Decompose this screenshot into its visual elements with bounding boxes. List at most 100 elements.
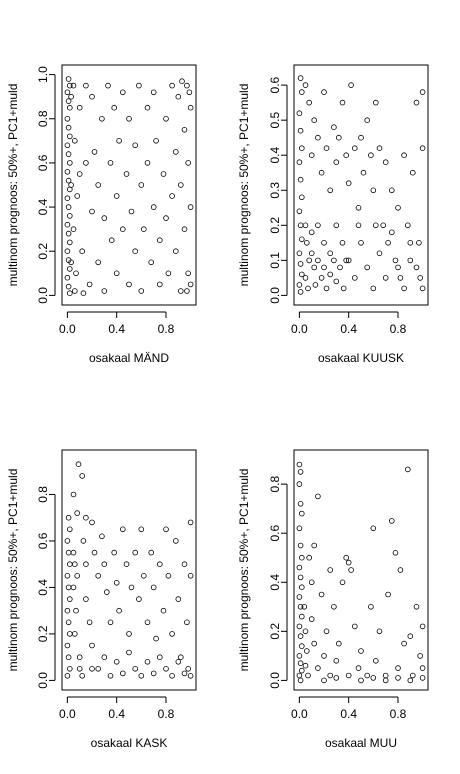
data-point xyxy=(136,82,142,89)
x-tick-label: 0.4 xyxy=(340,707,357,721)
data-point xyxy=(113,193,120,199)
data-point xyxy=(184,82,190,89)
x-tick-label: 0.0 xyxy=(59,707,76,721)
data-point xyxy=(65,619,72,626)
data-point xyxy=(296,461,303,468)
data-point xyxy=(163,215,169,221)
data-point xyxy=(419,623,426,630)
data-point xyxy=(419,675,426,681)
data-point xyxy=(107,672,114,679)
y-tick-label: 0.6 xyxy=(36,154,50,171)
data-point xyxy=(169,82,175,89)
data-point xyxy=(175,596,182,602)
data-point xyxy=(302,628,309,635)
data-point xyxy=(101,654,108,660)
data-point xyxy=(382,672,389,679)
data-point xyxy=(397,275,404,281)
data-point xyxy=(297,633,304,639)
data-point xyxy=(296,481,303,487)
data-point xyxy=(315,257,321,264)
data-point xyxy=(108,237,115,244)
data-point xyxy=(65,654,72,660)
data-point xyxy=(404,466,411,473)
data-point xyxy=(68,259,74,266)
y-axis-title: multinom prognoos: 50%+, PC1+muld xyxy=(6,84,20,287)
data-point xyxy=(351,623,358,630)
data-point xyxy=(397,567,404,573)
data-point xyxy=(79,473,85,479)
data-point xyxy=(123,171,130,177)
data-point xyxy=(113,579,120,586)
data-point xyxy=(67,133,73,140)
data-point xyxy=(67,526,73,533)
data-point xyxy=(302,222,309,229)
data-point xyxy=(68,182,74,188)
data-point xyxy=(95,259,101,266)
data-point xyxy=(123,561,130,567)
data-point xyxy=(355,222,362,229)
data-point xyxy=(120,526,126,533)
data-point xyxy=(64,672,71,679)
data-point xyxy=(67,561,73,567)
data-point xyxy=(311,640,318,647)
data-point xyxy=(116,138,122,144)
data-point xyxy=(157,654,163,660)
y-tick-label: 0.8 xyxy=(36,486,50,503)
data-point xyxy=(101,561,108,567)
data-point xyxy=(308,229,315,236)
data-point xyxy=(72,631,78,637)
y-tick-label: 0.8 xyxy=(268,475,282,492)
data-point xyxy=(126,116,132,122)
data-point xyxy=(65,584,72,591)
data-point xyxy=(111,104,117,111)
data-point xyxy=(321,89,327,95)
y-tick-label: 0.1 xyxy=(268,252,282,269)
data-point xyxy=(76,171,83,177)
data-point xyxy=(321,240,327,246)
y-axis-title: multinom prognoos: 50%+, PC1+muld xyxy=(237,84,251,287)
x-axis-title: osakaal KUUSK xyxy=(318,351,404,365)
data-point xyxy=(89,519,95,526)
data-point xyxy=(187,204,194,210)
data-point xyxy=(80,538,87,544)
data-point xyxy=(382,159,389,166)
data-point xyxy=(89,642,95,649)
x-tick-label: 0.0 xyxy=(291,322,308,336)
data-point xyxy=(297,603,304,610)
data-point xyxy=(107,160,114,166)
data-point xyxy=(72,561,78,567)
data-point xyxy=(187,519,194,526)
data-point xyxy=(339,99,346,106)
data-point xyxy=(173,538,179,544)
data-point xyxy=(173,248,179,255)
data-point xyxy=(138,288,145,294)
data-point xyxy=(298,145,305,152)
data-point xyxy=(407,257,414,264)
data-point xyxy=(306,554,313,561)
data-point xyxy=(297,176,304,183)
data-point xyxy=(65,151,72,157)
data-point xyxy=(298,89,305,95)
data-point xyxy=(321,653,327,659)
scatter-panel-1: 0.0 0.4 0.8 0.0 0.2 0.4 0.6 0.8 1.0 osakaal MÄND m… xyxy=(6,64,197,365)
data-point xyxy=(74,572,80,579)
data-point xyxy=(65,177,72,184)
data-point xyxy=(148,549,155,556)
data-point xyxy=(126,281,132,288)
data-point xyxy=(132,248,139,255)
plot-frame xyxy=(61,64,197,306)
data-point xyxy=(370,187,377,194)
data-point xyxy=(297,542,304,549)
data-point xyxy=(340,285,347,292)
data-point xyxy=(296,564,303,571)
data-point xyxy=(296,653,303,659)
data-point xyxy=(64,607,71,614)
data-point xyxy=(107,619,114,626)
data-point xyxy=(345,180,352,187)
scatter-panel-2: 0.0 0.4 0.8 0.0 0.1 0.2 0.3 0.4 0.5 0.6 osakaal KU… xyxy=(237,64,429,365)
data-point xyxy=(298,613,305,620)
data-point xyxy=(345,672,352,679)
data-point xyxy=(296,623,303,630)
data-point xyxy=(323,628,330,635)
data-point xyxy=(144,104,151,111)
